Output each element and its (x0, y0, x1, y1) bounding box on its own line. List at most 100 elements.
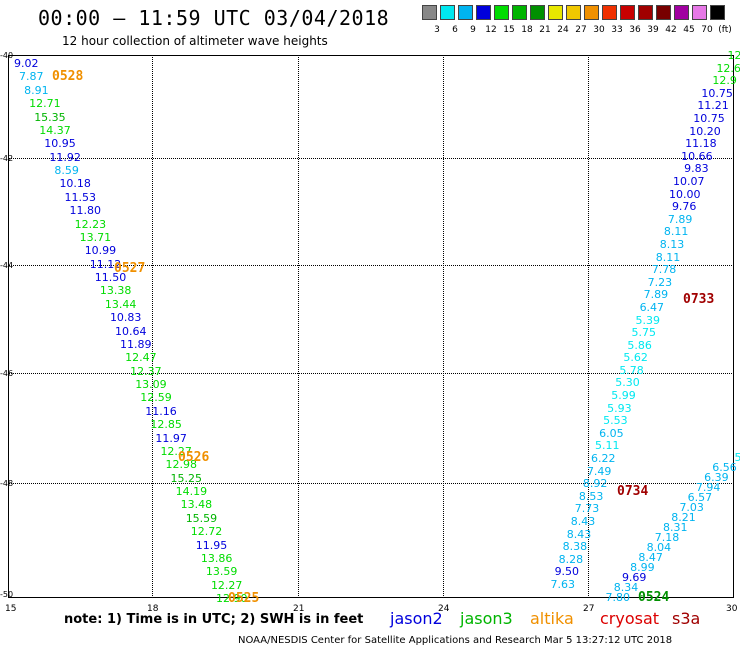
grid-line-vertical (298, 55, 299, 598)
wave-height-value: 13.38 (99, 284, 132, 298)
map-subtitle: 12 hour collection of altimeter wave hei… (62, 34, 328, 48)
wave-height-value: 10.95 (44, 137, 76, 151)
wave-height-value: 5.30 (615, 376, 640, 390)
wave-height-value: 8.31 (663, 521, 688, 534)
wave-height-value: 13.48 (180, 498, 213, 512)
scale-label: 12 (485, 25, 497, 35)
wave-height-value: 8.92 (582, 477, 608, 491)
scale-label: 39 (647, 25, 659, 35)
pass-time-label: 0733 (683, 292, 715, 307)
scale-label: 3 (434, 25, 440, 35)
wave-height-value: 5.39 (635, 313, 661, 327)
wave-height-value: 11.53 (64, 190, 97, 204)
scale-swatch (710, 5, 725, 20)
wave-height-value: 10.20 (689, 124, 721, 138)
y-tick-label: -48 (0, 479, 14, 488)
scale-swatch (656, 5, 671, 20)
wave-height-value: 6.56 (712, 461, 737, 474)
wave-height-value: 11.95 (195, 538, 228, 552)
wave-height-value: 8.53 (578, 489, 604, 503)
wave-height-value: 7.73 (574, 502, 600, 516)
wave-height-value: 5. (734, 451, 740, 464)
grid-line-horizontal (8, 158, 734, 159)
scale-label: 30 (593, 25, 605, 35)
wave-height-value: 6.39 (704, 471, 729, 484)
wave-height-value: 6.57 (687, 491, 713, 504)
wave-height-value: 8.11 (663, 225, 689, 239)
scale-label: 36 (629, 25, 641, 35)
wave-height-value: 11.12 (89, 257, 122, 271)
scale-swatch (566, 5, 581, 20)
wave-height-value: 8.38 (562, 540, 588, 554)
scale-swatch (620, 5, 635, 20)
wave-height-value: 12.6 (716, 61, 740, 75)
wave-height-value: 11.21 (697, 99, 729, 113)
wave-height-value: 7.03 (679, 501, 704, 514)
x-tick-label: 27 (583, 604, 595, 614)
wave-height-value: 8.04 (646, 541, 672, 554)
scale-swatch (548, 5, 563, 20)
scale-label: (ft) (718, 25, 732, 35)
wave-height-value: 9.83 (684, 162, 709, 176)
wave-height-value: 11.50 (94, 271, 127, 284)
x-tick-label: 30 (726, 604, 738, 614)
pass-time-label: 0524 (638, 590, 670, 605)
y-tick-label: -46 (0, 369, 14, 378)
scale-label: 15 (503, 25, 515, 35)
wave-height-value: 8.43 (570, 515, 596, 529)
pass-time-label: 0525 (228, 591, 260, 606)
grid-line-horizontal (8, 373, 734, 374)
wave-height-value: 10.99 (84, 244, 117, 258)
y-tick-label: -50 (0, 590, 14, 599)
wave-height-value: 10.83 (109, 311, 142, 325)
wave-height-value: 11.16 (145, 404, 177, 418)
wave-height-value: 10.66 (681, 149, 713, 163)
wave-height-value: 12.9 (712, 74, 737, 88)
wave-height-value: 14.19 (175, 485, 208, 498)
wave-height-value: 6.05 (599, 426, 624, 440)
scale-swatch (692, 5, 707, 20)
wave-height-value: 6.47 (639, 300, 665, 314)
pass-time-label: 0734 (617, 484, 649, 499)
scale-swatch (494, 5, 509, 20)
legend-item-jason3: jason3 (460, 609, 513, 628)
wave-height-value: 12.37 (130, 364, 162, 378)
wave-height-value: 10.18 (59, 177, 91, 191)
wave-height-value: 10.64 (115, 324, 147, 338)
wave-height-value: 9.50 (554, 565, 580, 579)
legend-item-jason2: jason2 (390, 609, 443, 628)
wave-height-value: 5.78 (619, 363, 644, 377)
wave-height-value: 11.89 (120, 337, 152, 351)
wave-height-value: 8.59 (54, 164, 79, 177)
wave-height-value: 9.02 (14, 57, 39, 70)
scale-swatch (638, 5, 653, 20)
wave-height-value: 7.94 (695, 481, 721, 494)
wave-height-value: 15.59 (185, 511, 218, 525)
grid-line-vertical (588, 55, 589, 598)
scale-label: 42 (665, 25, 677, 35)
wave-height-value: 15.25 (170, 471, 203, 485)
wave-height-value: 10.07 (673, 174, 705, 188)
plot-frame (8, 55, 734, 598)
grid-line-vertical (152, 55, 153, 598)
wave-height-value: 8.34 (613, 581, 639, 594)
wave-height-value: 5.86 (627, 338, 652, 352)
wave-height-value: 10.00 (668, 187, 701, 201)
scale-label: 45 (683, 25, 695, 35)
scale-swatch (584, 5, 599, 20)
wave-height-value: 5.93 (607, 401, 632, 415)
wave-height-value: 12.23 (74, 217, 107, 231)
wave-height-value: 7.87 (19, 70, 44, 84)
wave-height-value: 8.28 (558, 552, 584, 566)
wave-height-value: 5.11 (595, 439, 620, 453)
x-tick-label: 18 (147, 604, 159, 614)
pass-time-label: 0526 (178, 450, 210, 465)
wave-height-value: 12. (727, 49, 740, 62)
legend-item-s3a: s3a (672, 609, 701, 628)
wave-height-value: 9.69 (621, 571, 647, 584)
units-note: note: 1) Time is in UTC; 2) SWH is in fe… (64, 612, 364, 627)
wave-height-value: 12.98 (165, 458, 198, 472)
scale-label: 70 (701, 25, 713, 35)
scale-label: 18 (521, 25, 533, 35)
wave-height-value: 8.11 (655, 250, 681, 264)
